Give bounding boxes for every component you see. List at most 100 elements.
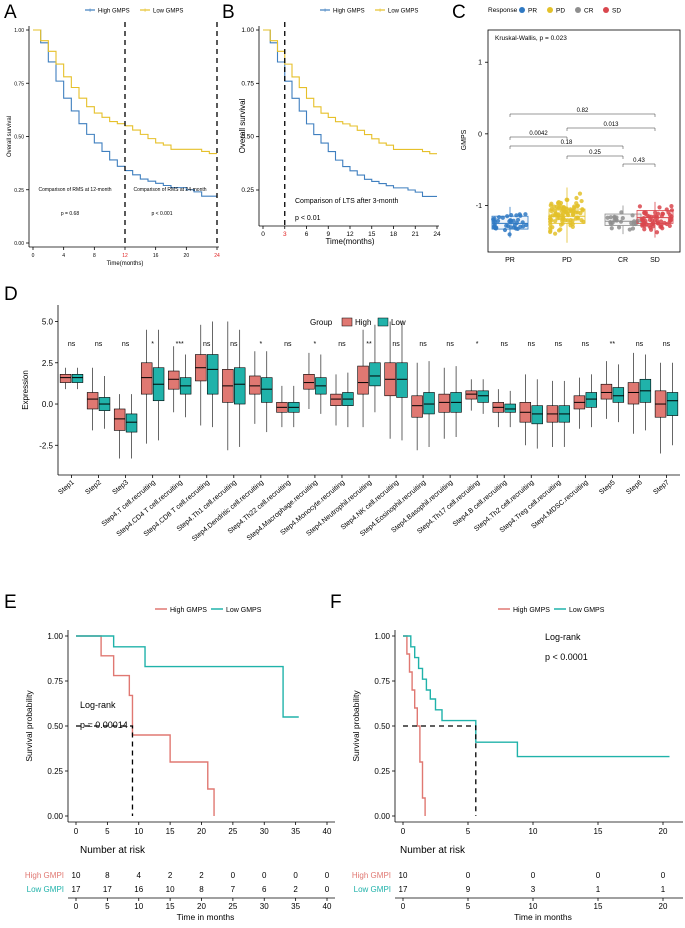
data-point [581, 219, 586, 225]
y-tick-label: 0 [478, 131, 482, 138]
data-point [496, 215, 502, 220]
x-tick-label: 5 [105, 827, 110, 836]
x-tick-label: 10 [529, 827, 538, 836]
y-tick-label: 0.0 [42, 400, 54, 409]
data-point [664, 207, 669, 212]
y-axis-title: Survival probability [24, 690, 34, 762]
risk-row-label: High GMPI [25, 871, 64, 880]
risk-x-tick-label: 40 [323, 902, 332, 911]
data-point [557, 215, 562, 221]
significance-label: ns [419, 341, 427, 348]
data-point [570, 212, 576, 217]
median-dashed-line [76, 725, 134, 816]
data-point [666, 210, 671, 215]
survival-curve-high [33, 29, 217, 197]
y-tick-label: 0.25 [47, 767, 63, 776]
risk-x-tick-label: 0 [401, 902, 406, 911]
legend-title: Response [488, 7, 518, 14]
significance-label: ns [446, 341, 454, 348]
km-curve-low [76, 635, 299, 718]
km-curve-high [76, 635, 215, 816]
data-point [508, 218, 514, 223]
box-low [477, 390, 489, 403]
data-point [644, 222, 649, 227]
y-axis-title: Expression [21, 370, 30, 410]
data-point [548, 203, 553, 208]
box-low [206, 354, 219, 395]
box-high [86, 392, 99, 410]
x-tick-label: 0 [74, 827, 79, 836]
y-tick-label: 1.00 [47, 632, 63, 641]
test-label: Kruskal-Wallis, p = 0.023 [495, 35, 567, 42]
significance-label: ** [610, 341, 616, 348]
panel-a: 0.00 0.25 0.50 0.75 1.00 0 4 8 12 16 20 24 Time(mont… [7, 8, 220, 268]
data-point [659, 219, 664, 224]
box-low [531, 405, 543, 425]
y-tick-label: 1.00 [14, 28, 24, 34]
legend-marker: + [143, 8, 147, 15]
risk-count: 10 [399, 871, 408, 880]
x-tick-label: 25 [228, 827, 237, 836]
data-point [642, 227, 647, 232]
legend-marker: + [88, 8, 92, 15]
data-point [508, 225, 513, 230]
legend-label: High [355, 318, 371, 327]
y-tick-label: 0.00 [374, 812, 390, 821]
data-point [669, 203, 674, 209]
box-low [396, 362, 408, 398]
panel-label-f: F [330, 592, 342, 613]
risk-count: 2 [293, 885, 298, 894]
box-low [369, 362, 381, 387]
x-tick-label: 12 [122, 253, 128, 259]
x-tick-label: 35 [291, 827, 300, 836]
risk-count: 9 [466, 885, 471, 894]
x-tick-label: Step6 [625, 479, 644, 496]
box-high [113, 408, 126, 431]
risk-count: 6 [262, 885, 267, 894]
data-point [620, 215, 625, 221]
risk-x-tick-label: 30 [260, 902, 269, 911]
data-point [505, 214, 510, 219]
y-tick-label: -2.5 [39, 441, 53, 450]
significance-label: *** [176, 341, 184, 348]
box-high [600, 383, 613, 400]
data-point [657, 205, 662, 210]
risk-row-label: Low GMPI [27, 885, 64, 894]
risk-count: 3 [531, 885, 536, 894]
x-tick-label: 18 [390, 231, 398, 238]
legend-label: SD [612, 8, 621, 15]
risk-x-tick-label: 20 [197, 902, 206, 911]
risk-count: 10 [72, 871, 81, 880]
annotation-text: p = 0.68 [61, 211, 79, 217]
data-point [558, 222, 564, 227]
risk-count: 2 [168, 871, 173, 880]
comparison-bracket [509, 136, 568, 140]
significance-label: ns [636, 341, 644, 348]
y-tick-label: 0.25 [241, 187, 254, 194]
data-point [647, 217, 653, 223]
risk-count: 7 [231, 885, 236, 894]
significance-label: ns [555, 341, 563, 348]
x-tick-label: 30 [260, 827, 269, 836]
significance-label: ns [230, 341, 238, 348]
x-tick-label: 15 [368, 231, 376, 238]
box-high [411, 395, 423, 418]
risk-count: 16 [134, 885, 143, 894]
plot-border [487, 29, 681, 253]
significance-label: ns [284, 341, 292, 348]
annotation-text: Comparison of LTS after 3-month [295, 198, 398, 205]
data-point [548, 217, 553, 222]
x-tick-label: PD [562, 257, 572, 264]
data-point [512, 223, 517, 228]
risk-x-tick-label: 35 [291, 902, 300, 911]
legend-label: Low GMPS [388, 9, 418, 15]
x-tick-label: 20 [184, 253, 190, 259]
survival-curve-low [33, 29, 217, 155]
data-point [613, 217, 619, 222]
x-tick-label: Step2 [84, 479, 103, 496]
x-axis-title: Time(months) [325, 237, 374, 246]
y-tick-label: 0.00 [47, 812, 63, 821]
data-point [491, 219, 496, 224]
risk-x-tick-label: 15 [594, 902, 603, 911]
data-point [609, 226, 614, 231]
